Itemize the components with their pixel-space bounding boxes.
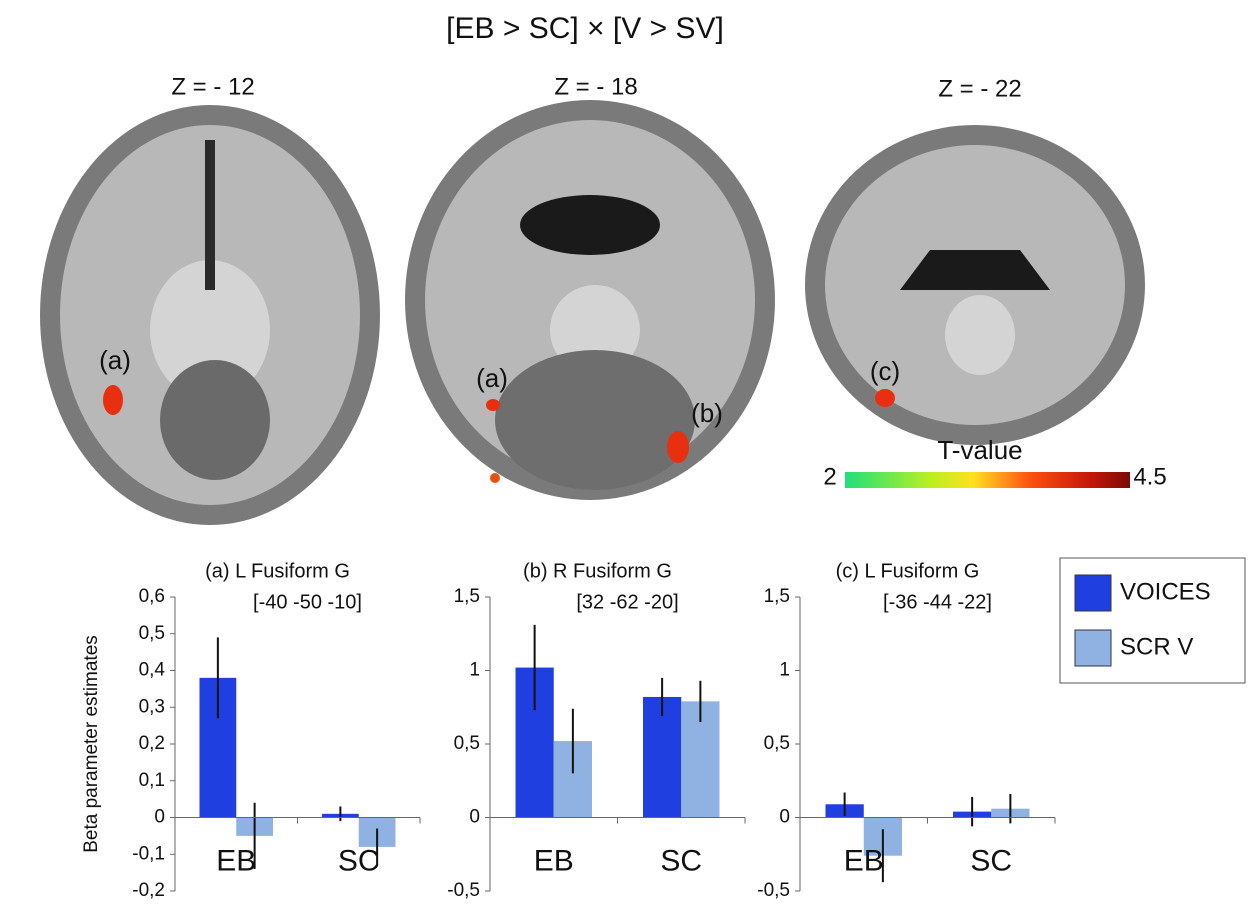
y-tick-label: 0,2	[139, 733, 165, 754]
y-tick-label: 0	[154, 807, 165, 828]
y-tick-label: 0,3	[139, 696, 165, 717]
y-tick-label: 0,5	[454, 733, 480, 754]
legend-label: VOICES	[1120, 578, 1211, 605]
y-tick-label: 1,5	[454, 586, 480, 607]
colorbar-max: 4.5	[1133, 463, 1166, 490]
y-tick-label: 0,1	[139, 770, 165, 791]
brain-slice: (a) Z = - 12	[40, 73, 380, 525]
region-marker: (b)	[691, 398, 723, 428]
y-tick-label: 1,5	[764, 586, 790, 607]
page: [EB > SC] × [V > SV] (a) Z = - 12 (a) (b…	[0, 0, 1258, 907]
brain-slice: (a) (b) Z = - 18	[405, 73, 775, 500]
y-tick-label: 1	[469, 660, 480, 681]
chart-subtitle: [-40 -50 -10]	[253, 591, 362, 613]
y-tick-label: 0	[779, 807, 790, 828]
y-tick-label: 1	[779, 660, 790, 681]
slice-label: Z = - 12	[171, 73, 254, 100]
chart-title: (c) L Fusiform G	[836, 560, 980, 582]
y-tick-label: -0,5	[757, 880, 790, 901]
slice-label: Z = - 22	[938, 75, 1021, 102]
legend-label: SCR V	[1120, 633, 1193, 660]
colorbar-label: T-value	[937, 435, 1022, 465]
region-marker: (c)	[870, 356, 900, 386]
x-tick-label: SC	[338, 844, 380, 877]
y-tick-label: -0,1	[132, 843, 165, 864]
chart-subtitle: [-36 -44 -22]	[883, 591, 992, 613]
chart-title: (a) L Fusiform G	[205, 560, 350, 582]
legend-swatch	[1075, 630, 1111, 666]
legend-swatch	[1075, 575, 1111, 611]
region-marker: (a)	[476, 363, 508, 393]
x-tick-label: EB	[534, 844, 574, 877]
x-tick-label: SC	[970, 844, 1012, 877]
y-tick-label: 0,5	[764, 733, 790, 754]
brain-slice: (c) Z = - 22	[805, 75, 1145, 445]
region-marker: (a)	[99, 345, 131, 375]
colorbar-min: 2	[823, 463, 836, 490]
y-axis-label: Beta parameter estimates	[81, 635, 102, 853]
x-tick-label: EB	[844, 844, 884, 877]
y-tick-label: -0,5	[447, 880, 480, 901]
colorbar: T-value 2 4.5	[823, 435, 1166, 490]
slice-label: Z = - 18	[554, 73, 637, 100]
colorbar-gradient	[845, 472, 1130, 488]
y-tick-label: 0,5	[139, 623, 165, 644]
y-tick-label: 0,6	[139, 586, 165, 607]
figure: [EB > SC] × [V > SV] (a) Z = - 12 (a) (b…	[0, 0, 1258, 907]
figure-title: [EB > SC] × [V > SV]	[446, 12, 724, 45]
chart-title: (b) R Fusiform G	[523, 560, 672, 582]
y-tick-label: 0	[469, 807, 480, 828]
y-tick-label: 0,4	[139, 660, 166, 681]
y-tick-label: -0,2	[132, 880, 165, 901]
x-tick-label: EB	[216, 844, 256, 877]
chart-subtitle: [32 -62 -20]	[576, 591, 678, 613]
x-tick-label: SC	[660, 844, 702, 877]
